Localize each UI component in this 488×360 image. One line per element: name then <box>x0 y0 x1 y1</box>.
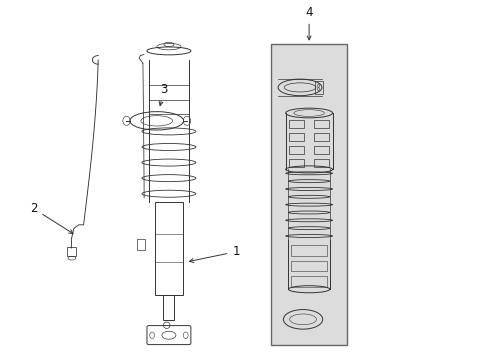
Bar <box>137 239 144 250</box>
Text: 4: 4 <box>305 6 312 40</box>
Bar <box>163 295 174 320</box>
Text: 1: 1 <box>189 245 239 262</box>
Bar <box>67 247 76 256</box>
Bar <box>291 276 326 287</box>
Bar <box>154 202 183 295</box>
Text: 3: 3 <box>159 83 167 105</box>
Bar <box>314 133 328 141</box>
Bar <box>271 44 346 345</box>
Bar <box>314 159 328 167</box>
Text: 2: 2 <box>30 202 73 234</box>
Bar <box>288 120 304 128</box>
Bar <box>288 146 304 154</box>
Bar <box>288 159 304 167</box>
Bar <box>288 133 304 141</box>
Bar <box>314 120 328 128</box>
Bar <box>291 245 326 256</box>
Bar <box>314 146 328 154</box>
Bar <box>315 81 323 94</box>
Bar <box>291 261 326 271</box>
